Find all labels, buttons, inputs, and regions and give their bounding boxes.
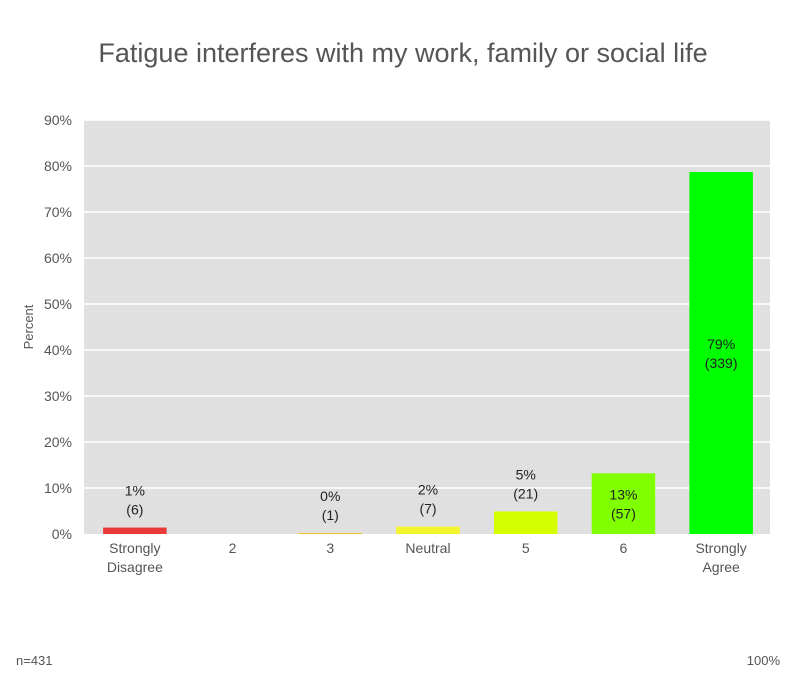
- bar: [591, 473, 656, 534]
- data-label: 13%: [609, 487, 637, 503]
- y-tick-label: 80%: [44, 158, 72, 174]
- bar: [396, 526, 460, 534]
- x-tick-label: 3: [326, 540, 334, 556]
- x-tick-label: 5: [522, 540, 530, 556]
- data-label: 2%: [418, 482, 438, 498]
- x-tick-label: Disagree: [107, 559, 163, 575]
- y-tick-label: 0%: [52, 526, 72, 542]
- data-label: (21): [513, 485, 538, 501]
- data-labels: 1% (6) 0% (1) 2% (7) 5% (21) 13% (57) 79% (339): [125, 336, 738, 523]
- x-axis-labels: Strongly Disagree 2 3 Neutral 5 6 Strongly Agree: [107, 540, 747, 575]
- y-tick-label: 90%: [44, 112, 72, 128]
- data-label: (1): [322, 507, 339, 523]
- y-tick-label: 30%: [44, 388, 72, 404]
- bar: [103, 527, 167, 534]
- x-tick-label: Strongly: [109, 540, 160, 556]
- sample-size: n=431: [16, 653, 53, 668]
- x-tick-label: 2: [229, 540, 237, 556]
- bar: [689, 171, 753, 535]
- y-tick-label: 10%: [44, 480, 72, 496]
- total-percent: 100%: [746, 653, 780, 668]
- data-label: (6): [126, 502, 143, 518]
- y-tick-label: 20%: [44, 434, 72, 450]
- data-label: (57): [611, 506, 636, 522]
- data-label: 79%: [707, 336, 735, 352]
- y-tick-label: 70%: [44, 204, 72, 220]
- plot-area: [84, 120, 770, 534]
- y-axis-ticks: 0% 10% 20% 30% 40% 50% 60% 70% 80% 90%: [44, 112, 72, 542]
- x-tick-label: Agree: [702, 559, 740, 575]
- bars: [103, 171, 753, 535]
- data-label: 5%: [516, 466, 536, 482]
- x-tick-label: 6: [620, 540, 628, 556]
- y-tick-label: 60%: [44, 250, 72, 266]
- x-tick-label: Neutral: [405, 540, 450, 556]
- data-label: (7): [419, 501, 436, 517]
- bar: [298, 533, 363, 534]
- y-tick-label: 50%: [44, 296, 72, 312]
- data-label: 1%: [125, 483, 145, 499]
- data-label: 0%: [320, 488, 340, 504]
- chart-title: Fatigue interferes with my work, family …: [98, 38, 708, 68]
- y-axis-label: Percent: [21, 304, 36, 349]
- data-label: (339): [705, 355, 738, 371]
- y-tick-label: 40%: [44, 342, 72, 358]
- x-tick-label: Strongly: [695, 540, 746, 556]
- bar: [493, 511, 558, 534]
- gridlines: [84, 119, 770, 489]
